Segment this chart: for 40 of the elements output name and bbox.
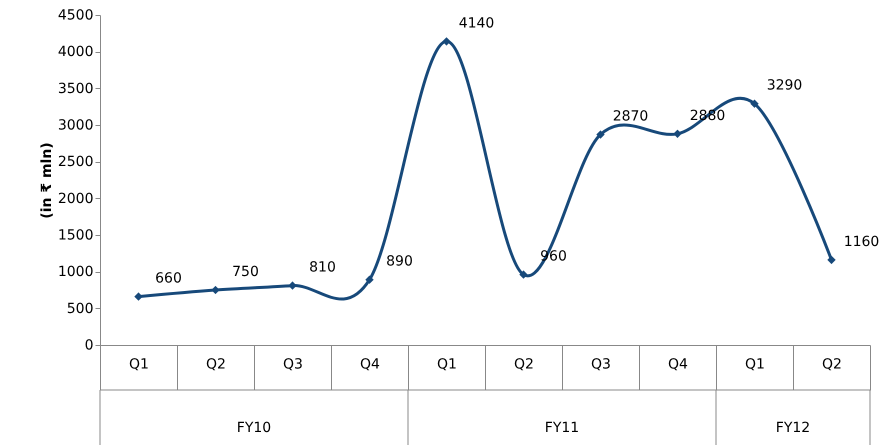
- y-tick-label: 3000: [58, 118, 94, 134]
- data-label: 1160: [844, 234, 880, 250]
- y-tick-label: 4000: [58, 44, 94, 60]
- y-tick-label: 2000: [58, 190, 94, 207]
- y-tick-label: 3500: [58, 80, 94, 97]
- data-label: 4140: [458, 15, 494, 32]
- point: [519, 270, 528, 279]
- point: [365, 276, 374, 284]
- x-tick-label: Q1: [129, 356, 149, 372]
- x-tick-label: Q3: [283, 356, 303, 372]
- y-tick-label: 500: [66, 300, 94, 317]
- y-tick-label: 4500: [58, 8, 94, 24]
- x-tick-label: Q3: [591, 356, 611, 372]
- point: [134, 292, 143, 301]
- y-tick-label: 2500: [58, 154, 94, 170]
- y-axis-title: (in ₹ mln): [38, 142, 55, 219]
- text: FY10: [236, 420, 272, 436]
- data-label: 660: [155, 270, 182, 287]
- x-tick-label: Q2: [822, 356, 842, 372]
- point: [673, 130, 682, 138]
- data-label: 750: [232, 264, 259, 280]
- point: [750, 100, 759, 108]
- y-tick-label: 0: [84, 338, 94, 354]
- x-tick-label: Q2: [206, 356, 226, 372]
- text: FY11: [544, 420, 580, 436]
- point: [827, 256, 836, 264]
- x-tick-label: Q2: [514, 356, 534, 372]
- x-tick-label: Q4: [360, 356, 380, 372]
- point: [596, 130, 605, 139]
- data-label: 2870: [612, 108, 648, 125]
- y-tick-label: 1500: [58, 228, 94, 244]
- x-tick-label: Q1: [437, 356, 457, 372]
- x-tick-label: Q1: [745, 356, 765, 372]
- data-label: 890: [386, 254, 413, 270]
- text: FY12: [776, 420, 810, 436]
- point: [442, 37, 451, 46]
- data-label: 3290: [766, 78, 802, 94]
- y-tick-label: 1000: [58, 264, 94, 280]
- data-label: 810: [309, 260, 336, 276]
- x-tick-label: Q4: [668, 356, 688, 372]
